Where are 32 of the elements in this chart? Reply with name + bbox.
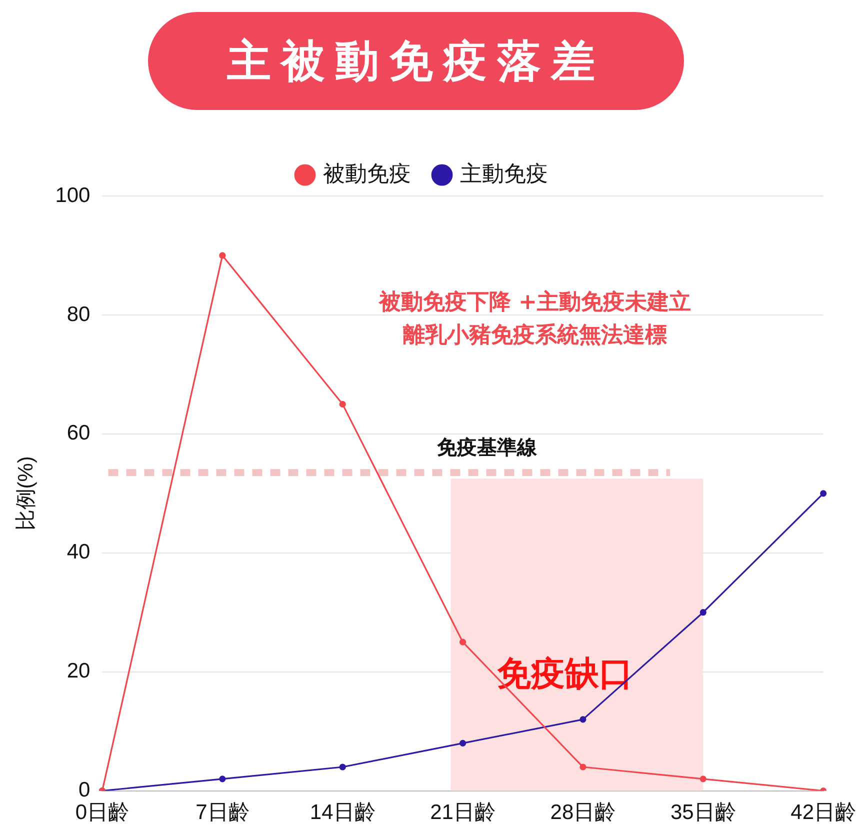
y-tick-label: 0 — [78, 778, 90, 802]
x-tick-label: 14日齡 — [310, 801, 376, 824]
point — [219, 776, 226, 782]
x-tick-label: 42日齡 — [790, 801, 856, 824]
point — [580, 716, 586, 723]
point — [580, 764, 586, 770]
y-axis-title: 比例(%) — [14, 456, 38, 531]
x-tick-label: 35日齡 — [670, 801, 736, 824]
x-tick-label: 7日齡 — [196, 801, 250, 824]
point — [820, 490, 827, 497]
point — [339, 764, 346, 770]
point — [339, 400, 346, 408]
x-tick-label: 28日齡 — [550, 801, 616, 824]
legend-label: 主動免疫 — [460, 161, 548, 186]
legend-label: 被動免疫 — [323, 161, 411, 186]
point — [459, 638, 466, 646]
annotation: 被動免疫下降 +主動免疫未建立 — [378, 288, 691, 315]
chart-title: 主被動免疫落差 — [148, 12, 684, 110]
point — [219, 252, 226, 259]
point — [459, 740, 466, 747]
y-tick-label: 20 — [66, 660, 90, 683]
annotation: 離乳小豬免疫系統無法達標 — [402, 322, 667, 348]
point — [700, 776, 706, 782]
y-tick-label: 100 — [55, 184, 90, 207]
x-tick-label: 21日齡 — [430, 801, 496, 824]
y-tick-label: 80 — [66, 302, 90, 326]
point — [700, 609, 706, 616]
y-tick-label: 60 — [66, 422, 90, 445]
x-tick-label: 0日齡 — [75, 801, 130, 824]
y-tick-label: 40 — [66, 540, 90, 564]
ref-line-label: 免疫基準線 — [436, 434, 538, 459]
band-label: 免疫缺口 — [496, 654, 633, 694]
